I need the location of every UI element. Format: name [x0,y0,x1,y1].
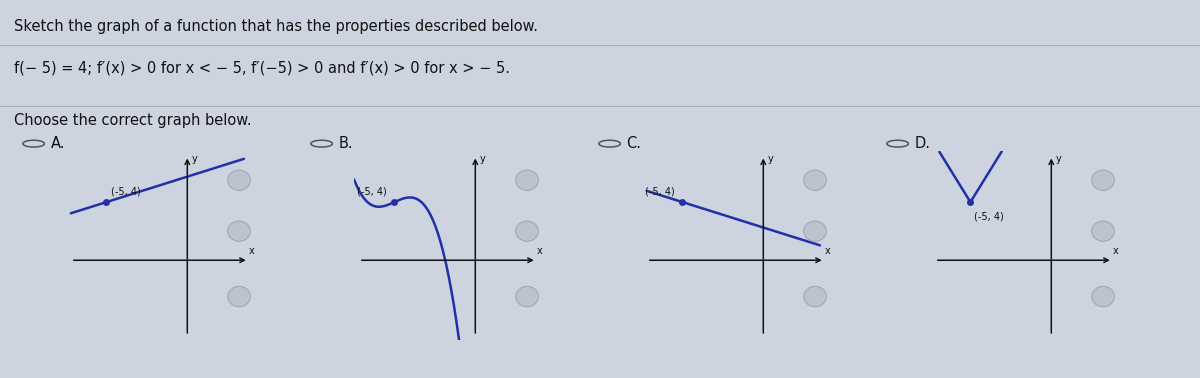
Text: x: x [250,246,254,256]
Text: x: x [538,246,542,256]
Text: y: y [480,154,486,164]
Text: y: y [768,154,774,164]
Circle shape [1092,170,1115,191]
Circle shape [804,221,827,241]
Text: Sketch the graph of a function that has the properties described below.: Sketch the graph of a function that has … [14,19,539,34]
Text: (-5, 4): (-5, 4) [356,187,386,197]
Text: C.: C. [626,136,641,151]
Text: (-5, 4): (-5, 4) [644,187,674,197]
Text: A.: A. [50,136,65,151]
Circle shape [228,221,251,241]
Circle shape [228,170,251,191]
Circle shape [516,221,539,241]
Circle shape [804,170,827,191]
Text: (-5, 4): (-5, 4) [112,187,142,197]
Text: (-5, 4): (-5, 4) [973,212,1003,222]
Circle shape [1092,221,1115,241]
Text: y: y [192,154,198,164]
Text: x: x [826,246,830,256]
Circle shape [228,287,251,307]
Text: B.: B. [338,136,353,151]
Text: D.: D. [914,136,930,151]
Text: f(− 5) = 4; f′(x) > 0 for x < − 5, f′(−5) > 0 and f′(x) > 0 for x > − 5.: f(− 5) = 4; f′(x) > 0 for x < − 5, f′(−5… [14,60,510,76]
Text: x: x [1114,246,1118,256]
Circle shape [516,287,539,307]
Text: y: y [1056,154,1062,164]
Text: Choose the correct graph below.: Choose the correct graph below. [14,113,252,129]
Circle shape [1092,287,1115,307]
Circle shape [804,287,827,307]
Circle shape [516,170,539,191]
